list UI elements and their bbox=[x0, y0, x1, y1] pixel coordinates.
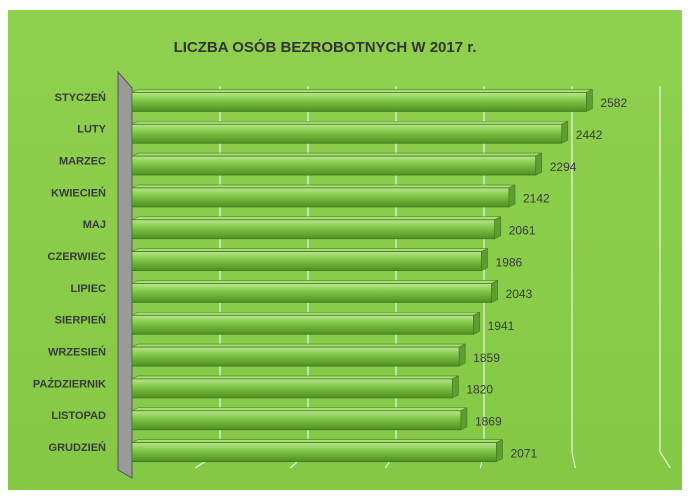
bar-top bbox=[131, 375, 459, 380]
bar bbox=[131, 410, 462, 431]
bar-end bbox=[491, 279, 498, 303]
bar-top bbox=[131, 343, 466, 348]
value-label: 1820 bbox=[466, 383, 493, 397]
bar-end bbox=[481, 248, 488, 272]
bar-end bbox=[460, 407, 468, 431]
value-label: 1941 bbox=[488, 319, 515, 333]
bar-top bbox=[131, 89, 593, 93]
bar-end bbox=[508, 184, 516, 208]
value-label: 1859 bbox=[473, 351, 500, 365]
bar-end bbox=[561, 120, 569, 144]
bar bbox=[131, 251, 482, 271]
bar bbox=[131, 283, 492, 303]
bar bbox=[131, 92, 587, 112]
bar bbox=[131, 346, 460, 367]
bar-end bbox=[535, 152, 543, 176]
axis-wall bbox=[117, 70, 133, 479]
y-tick-label: LISTOPAD bbox=[51, 410, 106, 422]
bar-end bbox=[494, 216, 502, 240]
bar bbox=[131, 442, 497, 462]
chart-title: LICZBA OSÓB BEZROBOTNYCH W 2017 r. bbox=[174, 38, 477, 56]
bar bbox=[131, 219, 496, 240]
value-label: 2043 bbox=[506, 287, 533, 301]
bar bbox=[131, 123, 563, 144]
y-tick-label: LUTY bbox=[77, 124, 106, 136]
bar-top bbox=[131, 407, 468, 412]
bar-end bbox=[458, 343, 466, 367]
bar-end bbox=[586, 88, 593, 112]
bar-top bbox=[131, 216, 501, 221]
y-tick-label: MAJ bbox=[83, 219, 106, 231]
bar-top bbox=[131, 152, 542, 157]
value-label: 1869 bbox=[475, 414, 502, 428]
value-label: 2442 bbox=[576, 128, 603, 142]
bar-top bbox=[131, 280, 498, 284]
y-tick-label: GRUDZIEŃ bbox=[49, 441, 107, 454]
y-tick-label: STYCZEŃ bbox=[55, 91, 106, 104]
y-tick-label: LIPIEC bbox=[71, 283, 107, 295]
bar bbox=[131, 314, 475, 335]
grid-line bbox=[571, 86, 576, 469]
bar bbox=[131, 187, 510, 208]
value-label: 2061 bbox=[509, 223, 536, 237]
bar-end bbox=[473, 311, 480, 335]
value-label: 2142 bbox=[523, 192, 550, 206]
y-tick-label: CZERWIEC bbox=[48, 251, 107, 263]
value-label: 2071 bbox=[510, 446, 537, 460]
y-tick-label: SIERPIEŃ bbox=[55, 314, 106, 327]
y-tick-label: MARZEC bbox=[59, 155, 106, 167]
bar-end bbox=[452, 375, 459, 399]
value-label: 2294 bbox=[550, 160, 577, 174]
bar bbox=[131, 155, 537, 176]
bar-top bbox=[131, 248, 488, 252]
bar-top bbox=[131, 311, 480, 316]
y-tick-label: KWIECIEŃ bbox=[51, 186, 106, 199]
y-tick-label: WRZESIEŃ bbox=[48, 345, 106, 358]
bar-top bbox=[131, 120, 568, 125]
grid-line bbox=[659, 86, 671, 469]
y-tick-label: PAŹDZIERNIK bbox=[33, 377, 106, 390]
bar-top bbox=[131, 439, 503, 443]
bar bbox=[131, 378, 453, 399]
bar-end bbox=[496, 439, 503, 463]
bar-top bbox=[131, 184, 516, 189]
value-label: 2582 bbox=[600, 96, 627, 110]
value-label: 1986 bbox=[496, 255, 523, 269]
